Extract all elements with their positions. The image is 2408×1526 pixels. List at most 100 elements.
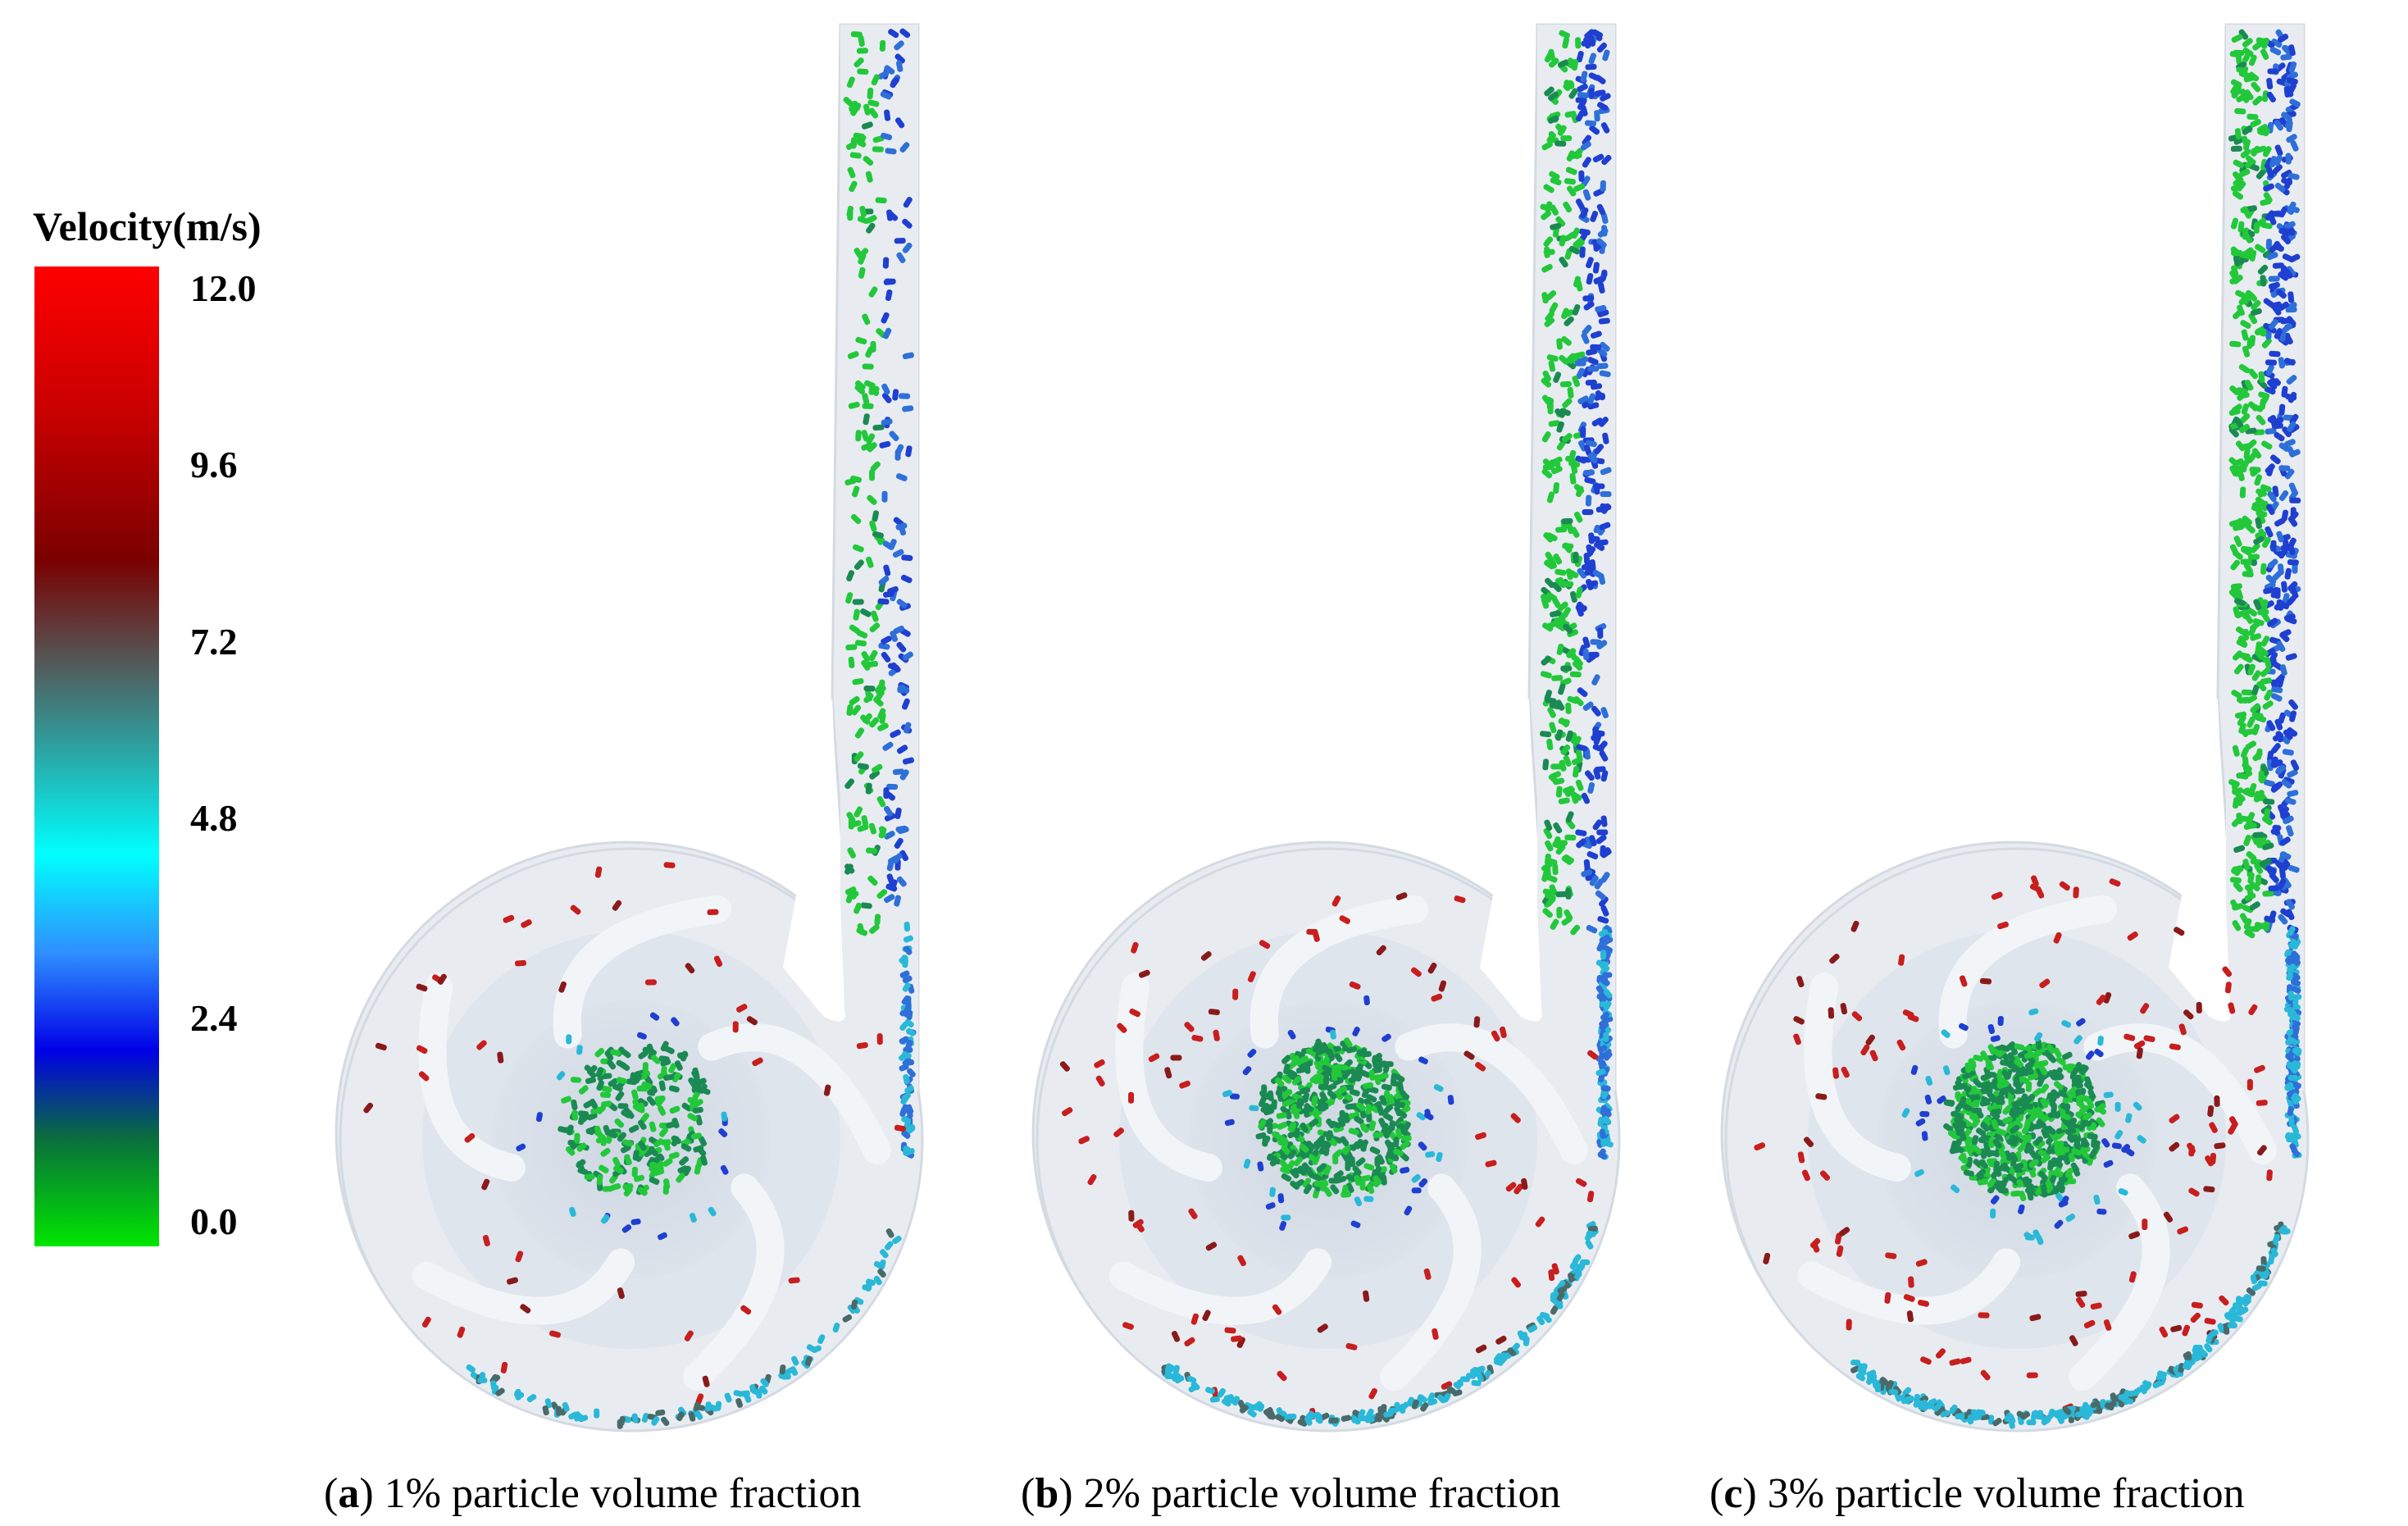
caption-b-letter: b <box>1035 1470 1058 1517</box>
particle <box>894 237 906 244</box>
particle <box>1382 1061 1394 1068</box>
particle <box>1087 1173 1097 1186</box>
particle <box>1996 1127 2007 1137</box>
particle <box>2026 1372 2038 1378</box>
particle <box>2028 1159 2039 1168</box>
particle <box>2066 1090 2078 1099</box>
particle <box>2228 1116 2238 1127</box>
particle <box>630 1219 641 1225</box>
particle <box>1247 971 1256 982</box>
particle <box>1549 302 1559 314</box>
particle <box>1184 1022 1195 1032</box>
particle <box>1576 838 1586 849</box>
particle <box>1582 189 1591 201</box>
particle <box>1122 1322 1134 1330</box>
particle <box>861 430 869 442</box>
particle <box>1267 1090 1274 1101</box>
particle <box>576 1142 587 1152</box>
particle <box>2283 815 2294 825</box>
particle <box>2127 931 2138 941</box>
particle <box>854 380 866 390</box>
particle <box>2292 1025 2300 1036</box>
particle <box>1542 1314 1552 1323</box>
particle <box>872 531 884 539</box>
particle <box>2048 1097 2056 1109</box>
particle <box>2272 417 2284 426</box>
particle <box>1980 1122 1990 1132</box>
particle <box>2080 1146 2089 1158</box>
particle <box>1543 236 1554 248</box>
particle <box>1427 962 1437 974</box>
particle <box>876 889 888 900</box>
particle <box>2279 836 2291 846</box>
particle <box>657 1105 667 1116</box>
particle <box>2251 299 2261 311</box>
particle <box>663 1073 675 1082</box>
particle <box>1269 1157 1281 1167</box>
particle <box>1588 835 1597 847</box>
particle <box>1970 1409 1978 1419</box>
particle <box>872 146 884 153</box>
particle <box>1550 222 1562 230</box>
particle <box>682 1165 692 1177</box>
particle <box>1548 91 1559 102</box>
particle <box>1400 1140 1410 1150</box>
particle <box>1920 1356 1932 1365</box>
particle <box>1294 1179 1305 1188</box>
particle <box>1365 1104 1372 1115</box>
particle <box>1902 1009 1914 1018</box>
particle <box>1545 874 1558 883</box>
particle <box>1600 93 1611 102</box>
particle <box>1349 981 1361 990</box>
particle <box>2288 44 2296 57</box>
particle <box>1560 744 1571 755</box>
particle <box>847 847 856 859</box>
particle <box>2055 1183 2065 1194</box>
particle <box>1564 178 1576 185</box>
particle <box>1425 1150 1436 1158</box>
particle <box>692 1106 703 1114</box>
particle <box>2238 652 2251 660</box>
particle <box>2039 978 2051 989</box>
particle <box>516 1143 526 1152</box>
particle <box>1381 1404 1387 1414</box>
particle <box>2265 503 2275 515</box>
particle <box>2283 358 2296 366</box>
particle <box>903 722 912 734</box>
particle <box>457 1326 466 1338</box>
particle <box>1600 845 1606 857</box>
particle <box>1573 1254 1582 1264</box>
particle <box>1990 1208 1996 1219</box>
particle <box>1354 1175 1362 1187</box>
particle <box>1402 1121 1411 1132</box>
particle <box>2274 599 2284 611</box>
particle <box>2264 657 2272 669</box>
particle <box>779 1364 786 1375</box>
volute-tongue-gap <box>1480 697 1542 1022</box>
particle <box>1586 257 1594 269</box>
particle <box>2248 926 2260 932</box>
particle <box>905 1123 916 1132</box>
particle <box>2214 1095 2220 1107</box>
particle <box>2231 249 2243 257</box>
particle <box>889 430 899 441</box>
particle <box>1582 134 1592 146</box>
particle <box>1596 640 1608 649</box>
particle <box>1866 1369 1877 1378</box>
particle <box>2258 128 2271 135</box>
particle <box>595 1067 604 1077</box>
particle <box>1366 1094 1377 1103</box>
particle <box>2290 1014 2301 1022</box>
particle <box>2231 817 2242 827</box>
particle <box>1337 1064 1349 1071</box>
particle <box>1584 120 1597 127</box>
impeller-blade <box>698 1023 891 1164</box>
particle <box>624 1109 635 1119</box>
particle <box>1593 541 1605 551</box>
particle <box>2062 1405 2072 1415</box>
particle <box>1341 1069 1351 1080</box>
particle <box>1597 1116 1605 1127</box>
particle <box>2053 1081 2064 1091</box>
particle <box>1393 1148 1404 1157</box>
particle <box>632 1103 644 1113</box>
